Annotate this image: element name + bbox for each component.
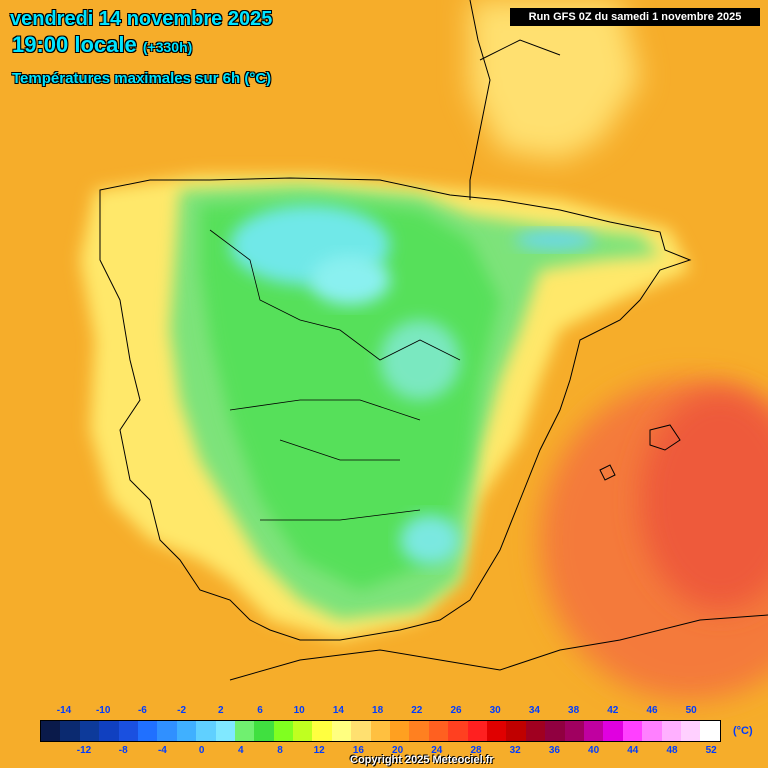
legend-tick-bottom: 32	[509, 745, 521, 756]
legend-tick-bottom: -8	[118, 745, 128, 756]
legend-swatch	[99, 721, 119, 741]
legend-swatch	[583, 721, 604, 741]
legend-tick-bottom: 8	[277, 745, 283, 756]
legend-tick-top: 6	[257, 705, 263, 716]
legend-swatch	[41, 721, 61, 741]
legend-swatch	[157, 721, 177, 741]
legend-swatch	[370, 721, 391, 741]
run-info-box: Run GFS 0Z du samedi 1 novembre 2025	[510, 8, 760, 26]
legend-tick-top: 26	[450, 705, 462, 716]
legend-unit: (°C)	[733, 725, 753, 737]
legend-tick-top: 14	[332, 705, 344, 716]
legend-tick-top: 30	[489, 705, 501, 716]
legend-swatch	[331, 721, 352, 741]
legend-tick-bottom: -4	[157, 745, 167, 756]
legend-swatch	[428, 721, 449, 741]
legend-tick-top: 42	[607, 705, 619, 716]
forecast-date: vendredi 14 novembre 2025	[10, 8, 273, 30]
forecast-offset: (+330h)	[142, 39, 193, 55]
legend-swatch	[680, 721, 701, 741]
legend-swatch	[545, 721, 565, 741]
legend-tick-bottom: 4	[238, 745, 244, 756]
legend-swatch	[137, 721, 158, 741]
legend-tick-top: -6	[137, 705, 147, 716]
forecast-time: 19:00 locale (+330h)	[12, 32, 192, 58]
legend-swatch	[176, 721, 197, 741]
legend-swatch	[234, 721, 255, 741]
legend-swatch	[486, 721, 507, 741]
copyright-text: Copyright 2025 Meteociel.fr	[350, 754, 494, 766]
legend-tick-top: 50	[685, 705, 697, 716]
legend-swatch	[79, 721, 100, 741]
legend-swatch	[118, 721, 138, 741]
legend-swatch	[60, 721, 80, 741]
legend-tick-bottom: 40	[588, 745, 600, 756]
legend-tick-top: 38	[568, 705, 580, 716]
legend-tick-bottom: 24	[431, 745, 443, 756]
legend-tick-top: -14	[56, 705, 72, 716]
legend-tick-bottom: 48	[666, 745, 678, 756]
legend-tick-top: -10	[95, 705, 111, 716]
legend-tick-top: 34	[528, 705, 540, 716]
legend-tick-bottom: 12	[313, 745, 325, 756]
legend-swatch	[196, 721, 216, 741]
legend-tick-bottom: 36	[548, 745, 560, 756]
legend-tick-top: 18	[372, 705, 384, 716]
legend-swatch	[254, 721, 274, 741]
legend-swatch	[700, 721, 720, 741]
legend-swatch	[467, 721, 487, 741]
legend-tick-bottom: 52	[705, 745, 717, 756]
legend-tick-bottom: 16	[352, 745, 364, 756]
legend-swatch	[525, 721, 546, 741]
legend-tick-top: 2	[218, 705, 224, 716]
legend-swatch	[506, 721, 526, 741]
legend-swatch	[273, 721, 294, 741]
legend-tick-top: 22	[411, 705, 423, 716]
legend-swatch	[622, 721, 643, 741]
legend-swatch	[293, 721, 313, 741]
legend-swatch	[564, 721, 584, 741]
legend-tick-top: 46	[646, 705, 658, 716]
legend-tick-bottom: 20	[392, 745, 404, 756]
legend-swatch	[312, 721, 332, 741]
legend-tick-top: 10	[293, 705, 305, 716]
legend-swatch	[215, 721, 235, 741]
forecast-local-time: 19:00 locale	[12, 32, 137, 57]
color-legend	[40, 720, 721, 742]
legend-tick-bottom: 44	[627, 745, 639, 756]
legend-swatch	[390, 721, 410, 741]
parameter-title: Températures maximales sur 6h (°C)	[12, 70, 272, 87]
legend-tick-bottom: -12	[76, 745, 92, 756]
legend-tick-top: -2	[177, 705, 187, 716]
legend-swatch	[409, 721, 429, 741]
legend-swatch	[603, 721, 623, 741]
legend-swatch	[448, 721, 468, 741]
legend-tick-bottom: 0	[198, 745, 205, 756]
legend-swatch	[351, 721, 371, 741]
legend-tick-bottom: 28	[470, 745, 482, 756]
legend-swatch	[661, 721, 681, 741]
legend-swatch	[642, 721, 662, 741]
